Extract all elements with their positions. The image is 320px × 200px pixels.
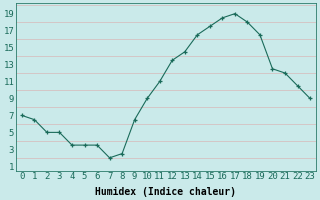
X-axis label: Humidex (Indice chaleur): Humidex (Indice chaleur) [95,186,236,197]
